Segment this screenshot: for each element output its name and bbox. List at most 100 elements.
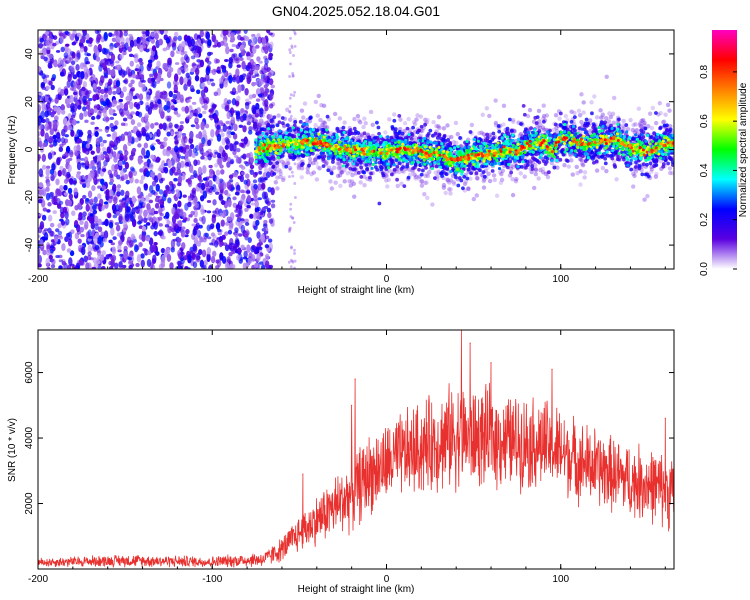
spectrogram-noise-cell [99, 105, 104, 111]
spectrogram-noise-cell [210, 255, 216, 264]
spectrogram-noise-cell [270, 203, 276, 209]
spectrogram-noise-cell [95, 260, 101, 265]
spectrogram-noise-cell [226, 193, 231, 198]
spectrogram-noise-cell [177, 219, 183, 227]
spectrogram-noise-cell [84, 56, 89, 65]
spectrogram-noise-cell [90, 150, 95, 155]
spectrogram-noise-cell [239, 57, 244, 61]
spectrogram-noise-cell [250, 202, 256, 206]
spectrogram-noise-cell [184, 66, 189, 73]
spectrogram-noise-cell [112, 90, 117, 95]
spectrogram-noise-cell [158, 223, 163, 227]
spectrogram-noise-cell [174, 62, 180, 65]
spectrogram-signal-cell [445, 123, 450, 128]
spectrogram-noise-cell [229, 143, 234, 152]
spectrogram-noise-cell [143, 155, 149, 159]
spectrogram-noise-cell [163, 136, 168, 142]
spectrogram-signal-cell [363, 121, 368, 126]
spectrogram-signal-cell [398, 117, 403, 122]
spectrogram-noise-cell [177, 162, 182, 168]
spectrogram-noise-cell [120, 169, 125, 177]
spectrogram-noise-cell [109, 46, 114, 51]
spectrogram-signal-cell [419, 172, 424, 177]
spectrogram-noise-cell [107, 87, 113, 96]
spectrogram-noise-cell [289, 36, 292, 40]
spectrogram-noise-cell [244, 222, 250, 226]
spectrogram-noise-cell [172, 238, 178, 242]
spectrogram-noise-layer [38, 30, 298, 269]
spectrogram-noise-cell [123, 102, 129, 111]
spectrogram-noise-cell [42, 207, 48, 212]
spectrogram-noise-cell [208, 179, 213, 188]
spectrogram-noise-cell [57, 190, 63, 197]
spectrogram-noise-cell [289, 93, 293, 97]
spectrogram-noise-cell [209, 78, 214, 82]
spectrogram-noise-cell [250, 41, 256, 46]
spectrogram-signal-cell [342, 179, 347, 184]
spectrogram-noise-cell [289, 258, 293, 262]
spectrogram-noise-cell [244, 102, 250, 106]
spectrogram-noise-cell [232, 110, 237, 113]
spectrogram-noise-cell [291, 174, 295, 178]
spectrogram-noise-cell [172, 93, 177, 100]
spectrogram-noise-cell [270, 199, 276, 203]
spectrogram-noise-cell [197, 174, 202, 181]
spectrogram-noise-cell [116, 36, 121, 44]
spectrogram-noise-cell [215, 191, 220, 195]
spectrogram-signal-cell [335, 173, 341, 179]
spectrogram-noise-cell [204, 57, 210, 63]
spectrogram-noise-cell [153, 210, 159, 215]
spectrogram-noise-cell [207, 265, 213, 269]
spectrogram-signal-cell [643, 126, 648, 131]
spectrogram-signal-cell [634, 128, 640, 133]
spectrogram-noise-cell [177, 35, 182, 42]
spectrogram-noise-cell [141, 30, 146, 35]
spectrogram-noise-cell [187, 256, 192, 264]
spectrogram-noise-cell [197, 182, 202, 188]
spectrogram-signal-cell [395, 183, 400, 189]
spectrogram-noise-cell [45, 192, 51, 201]
spectrogram-noise-cell [120, 137, 125, 142]
spectrogram-noise-cell [240, 142, 245, 148]
spectrogram-noise-cell [252, 121, 258, 130]
spectrogram-signal-cell [522, 174, 527, 179]
spectrogram-noise-cell [139, 44, 144, 53]
spectrogram-noise-cell [292, 93, 296, 97]
spectrogram-noise-cell [154, 197, 160, 203]
spectrogram-noise-cell [244, 88, 249, 96]
spectrogram-signal-cell [577, 113, 583, 118]
spectrogram-noise-cell [113, 169, 118, 178]
spectrogram-noise-cell [186, 35, 191, 44]
spectrogram-noise-cell [47, 152, 53, 160]
spectrogram-noise-cell [50, 174, 55, 182]
spectrogram-signal-cell [480, 112, 485, 118]
spectrogram-noise-cell [177, 260, 182, 266]
spectrogram-noise-cell [258, 241, 263, 246]
spectrogram-noise-cell [41, 118, 46, 124]
spectrogram-noise-cell [261, 43, 267, 48]
spectrogram-signal-cell [540, 166, 546, 172]
spectrogram-signal-cell [493, 98, 498, 103]
spectrogram-noise-cell [195, 252, 200, 261]
spectrogram-signal-cell [352, 116, 357, 122]
spectrogram-noise-cell [102, 139, 107, 144]
spectrogram-noise-cell [252, 109, 257, 115]
spectrogram-signal-cell [402, 184, 407, 189]
spectrogram-signal-cell [441, 126, 447, 131]
spectrogram-noise-cell [186, 80, 192, 87]
spectrogram-noise-cell [119, 107, 124, 115]
spectrogram-noise-cell [116, 211, 121, 216]
spectrogram-noise-cell [68, 57, 74, 61]
spectrogram-noise-cell [76, 224, 81, 233]
spectrogram-signal-cell [563, 113, 569, 119]
spectrogram-noise-cell [81, 246, 86, 256]
spectrogram-signal-cell [645, 193, 650, 199]
spectrogram-noise-cell [76, 161, 82, 171]
spectrogram-noise-cell [160, 258, 166, 268]
spectrogram-noise-cell [220, 169, 225, 175]
spectrogram-signal-cell [572, 115, 577, 120]
spectrogram-noise-cell [183, 255, 188, 261]
spectrogram-noise-cell [87, 262, 92, 269]
spectrogram-signal-cell [299, 175, 304, 180]
spectrogram-noise-cell [287, 229, 291, 233]
